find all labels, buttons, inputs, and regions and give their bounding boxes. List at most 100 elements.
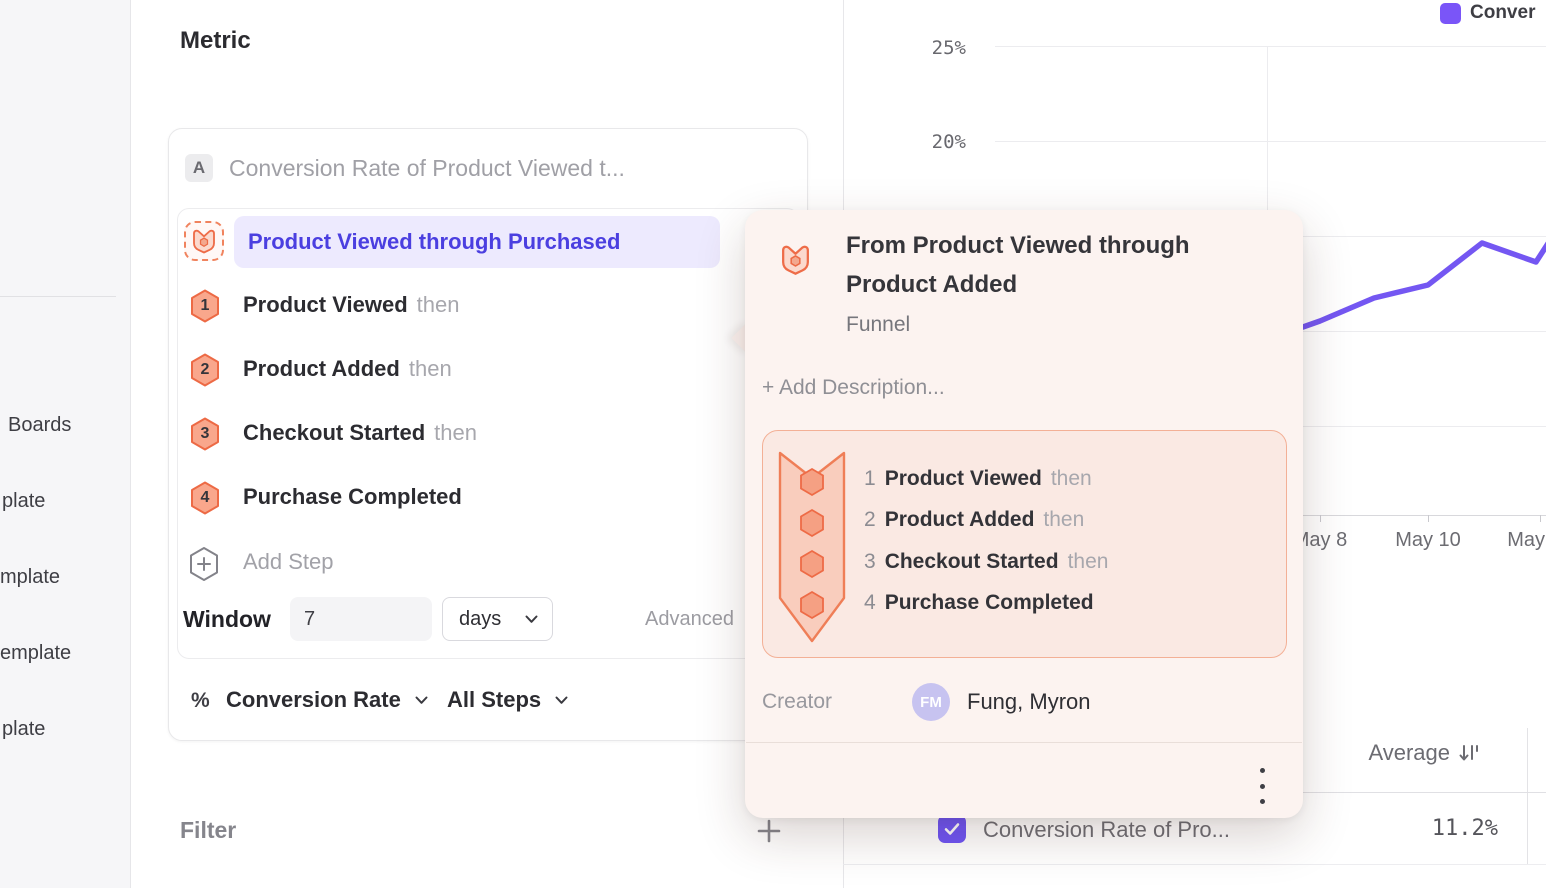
creator-avatar: FM: [912, 683, 950, 721]
measured-as-dropdown[interactable]: Conversion Rate: [226, 687, 428, 713]
step-1-badge: 1: [190, 289, 220, 323]
plus-icon: [757, 819, 781, 843]
advanced-link[interactable]: Advanced: [645, 608, 734, 630]
series-checkbox[interactable]: [938, 815, 966, 843]
step-number: 4: [200, 489, 210, 506]
step-number: 3: [200, 425, 210, 442]
step-event-name: Checkout Started: [243, 420, 426, 445]
kebab-dot: [1259, 783, 1265, 789]
funnel-icon[interactable]: [184, 221, 224, 261]
step-row-3[interactable]: Checkout Started then: [243, 420, 477, 446]
metric-letter-badge: A: [185, 154, 213, 182]
step-number: 2: [200, 361, 210, 378]
measured-as-value: Conversion Rate: [226, 687, 401, 712]
step-suffix: then: [1050, 467, 1092, 490]
chart-legend-item[interactable]: Conver: [1440, 2, 1535, 24]
x-axis-label-may12: May 12: [1507, 529, 1546, 551]
more-options-button[interactable]: [1250, 768, 1274, 804]
chevron-down-icon: [525, 615, 538, 623]
x-tick: [1428, 515, 1429, 522]
step-number: 3: [864, 550, 876, 573]
add-description-button[interactable]: + Add Description...: [762, 376, 945, 399]
window-unit-value: days: [459, 607, 502, 630]
add-step-button[interactable]: Add Step: [243, 549, 334, 574]
step-event-name: Product Viewed: [243, 292, 408, 317]
popover-step-4: 4 Purchase Completed: [864, 591, 1103, 615]
event-module: [177, 208, 799, 659]
x-tick: [1320, 515, 1321, 522]
sidebar: [0, 0, 131, 888]
metric-section-title: Metric: [180, 27, 251, 54]
step-suffix: then: [434, 420, 477, 445]
step-event-name: Purchase Completed: [884, 591, 1094, 614]
table-row-average-value: 11.2%: [1431, 816, 1498, 841]
step-suffix: then: [1043, 508, 1085, 531]
average-header-label: Average: [1368, 740, 1450, 765]
step-suffix: then: [408, 356, 452, 381]
step-event-name: Product Viewed: [884, 467, 1042, 490]
step-suffix: then: [1067, 550, 1109, 573]
steps-scope-dropdown[interactable]: All Steps: [447, 687, 568, 713]
x-tick: [1540, 515, 1541, 522]
popover-divider: [746, 742, 1302, 743]
popover-title: From Product Viewed through Product Adde…: [846, 232, 1190, 298]
kebab-dot: [1259, 799, 1265, 804]
popover-step-2: 2 Product Added then: [864, 508, 1084, 532]
step-3-badge: 3: [190, 417, 220, 451]
step-event-name: Purchase Completed: [243, 484, 462, 509]
funnel-ribbon-icon: [777, 446, 847, 651]
sidebar-item-template-3[interactable]: emplate: [0, 642, 72, 664]
x-axis-label-may10: May 10: [1395, 529, 1461, 551]
table-column-divider: [1527, 728, 1528, 864]
percent-icon: %: [191, 689, 210, 712]
gridline: [995, 46, 1546, 47]
sidebar-item-template-4[interactable]: plate: [2, 718, 46, 740]
add-filter-button[interactable]: [756, 818, 782, 849]
metric-name-field[interactable]: Conversion Rate of Product Viewed t...: [229, 155, 625, 181]
steps-scope-value: All Steps: [447, 687, 542, 712]
sidebar-item-boards[interactable]: Boards: [8, 414, 72, 436]
step-row-1[interactable]: Product Viewed then: [243, 292, 459, 318]
sidebar-item-template-2[interactable]: mplate: [0, 566, 61, 588]
sort-icon: [1459, 745, 1478, 761]
step-event-name: Product Added: [243, 356, 400, 381]
selected-event-pill[interactable]: Product Viewed through Purchased: [234, 216, 720, 268]
sidebar-item-template-1[interactable]: plate: [2, 490, 46, 512]
step-4-badge: 4: [190, 481, 220, 515]
average-column-header[interactable]: Average: [1250, 740, 1480, 766]
gridline: [995, 141, 1546, 142]
table-row-border: [843, 864, 1546, 865]
step-event-name: Product Added: [884, 508, 1035, 531]
funnel-icon: [777, 241, 814, 283]
creator-name: Fung, Myron: [967, 689, 1091, 714]
window-value-input[interactable]: 7: [290, 597, 432, 641]
popover-step-3: 3 Checkout Started then: [864, 550, 1108, 574]
step-event-name: Checkout Started: [884, 550, 1059, 573]
check-icon: [944, 823, 960, 835]
kebab-dot: [1259, 768, 1265, 773]
y-axis-label-20: 20%: [931, 131, 966, 153]
chevron-down-icon: [415, 696, 428, 704]
step-number: 2: [864, 508, 876, 531]
funnel-steps-preview-card: [762, 430, 1287, 658]
step-2-badge: 2: [190, 353, 220, 387]
creator-label: Creator: [762, 690, 833, 713]
step-row-4[interactable]: Purchase Completed: [243, 484, 471, 510]
conversion-line-chart: [1300, 240, 1546, 330]
y-axis-label-25: 25%: [931, 37, 966, 59]
step-number: 1: [200, 297, 210, 314]
popover-step-1: 1 Product Viewed then: [864, 467, 1092, 491]
step-row-2[interactable]: Product Added then: [243, 356, 452, 382]
add-step-icon: [188, 546, 220, 587]
window-label: Window: [183, 606, 271, 632]
table-row-label[interactable]: Conversion Rate of Pro...: [983, 817, 1231, 842]
chevron-down-icon: [555, 696, 568, 704]
legend-label: Conver: [1470, 2, 1536, 23]
x-axis-label-may8: May 8: [1292, 529, 1348, 551]
step-suffix: then: [416, 292, 460, 317]
step-number: 4: [864, 591, 876, 614]
popover-chart-type: Funnel: [846, 313, 911, 336]
step-number: 1: [864, 467, 876, 490]
window-unit-select[interactable]: days: [442, 597, 553, 641]
